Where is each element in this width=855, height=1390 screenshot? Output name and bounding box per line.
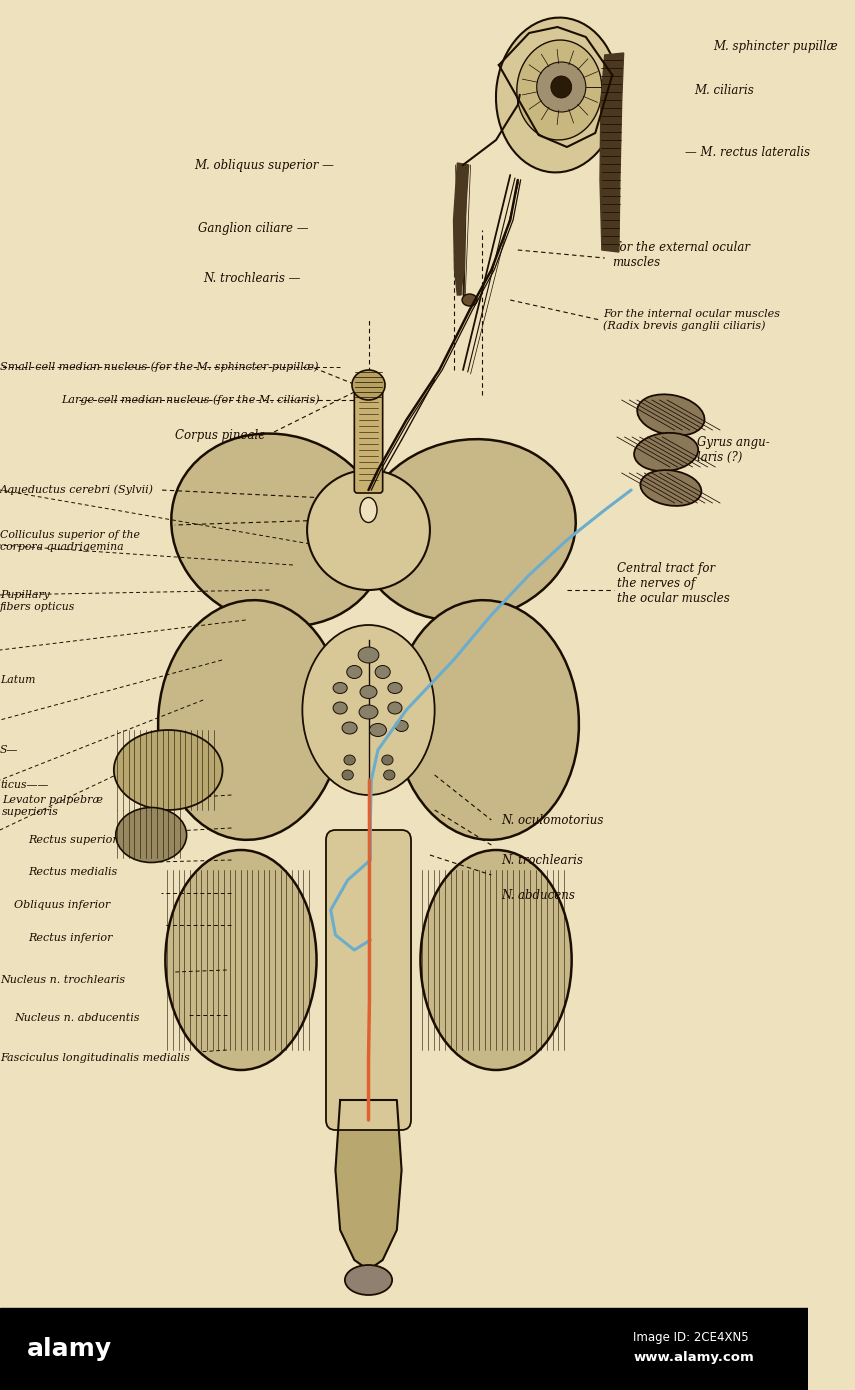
Ellipse shape [303, 626, 434, 795]
Ellipse shape [375, 666, 390, 678]
Ellipse shape [516, 40, 602, 140]
Text: Large cell median nucleus (for the M. ciliaris): Large cell median nucleus (for the M. ci… [62, 395, 320, 406]
Ellipse shape [345, 1265, 392, 1295]
Text: M. sphincter pupillæ: M. sphincter pupillæ [713, 39, 838, 53]
Ellipse shape [333, 702, 347, 714]
Ellipse shape [394, 600, 579, 840]
Polygon shape [453, 163, 469, 295]
Ellipse shape [421, 851, 572, 1070]
Text: — M. rectus lateralis: — M. rectus lateralis [685, 146, 810, 158]
Text: Gyrus angu-
laris (?): Gyrus angu- laris (?) [698, 436, 770, 464]
Text: Nucleus n. abducentis: Nucleus n. abducentis [15, 1013, 139, 1023]
Ellipse shape [352, 370, 385, 400]
Ellipse shape [358, 646, 379, 663]
Text: Fasciculus longitudinalis medialis: Fasciculus longitudinalis medialis [0, 1054, 190, 1063]
Ellipse shape [640, 470, 701, 506]
Ellipse shape [388, 682, 402, 694]
Ellipse shape [634, 432, 699, 471]
Text: Rectus inferior: Rectus inferior [28, 933, 113, 942]
Text: Obliquus inferior: Obliquus inferior [15, 899, 110, 910]
FancyBboxPatch shape [354, 386, 383, 493]
Text: N. abducens: N. abducens [501, 888, 575, 902]
Polygon shape [335, 1099, 402, 1270]
Text: Ganglion ciliare —: Ganglion ciliare — [198, 221, 309, 235]
Text: Colliculus superior of the
corpora quadrigemina: Colliculus superior of the corpora quadr… [0, 530, 140, 552]
Text: Rectus medialis: Rectus medialis [28, 867, 118, 877]
Text: Pupillary
fibers opticus: Pupillary fibers opticus [0, 589, 75, 612]
Text: S—: S— [0, 745, 18, 755]
Text: Small cell median nucleus (for the M. sphincter pupillæ): Small cell median nucleus (for the M. sp… [0, 361, 319, 373]
Text: Latum: Latum [0, 676, 36, 685]
Ellipse shape [114, 730, 222, 810]
Text: ticus——: ticus—— [0, 780, 49, 790]
Text: For the internal ocular muscles
(Radix brevis ganglii ciliaris): For the internal ocular muscles (Radix b… [603, 309, 780, 331]
Ellipse shape [384, 770, 395, 780]
Text: For the external ocular
muscles: For the external ocular muscles [612, 240, 751, 270]
Text: Image ID: 2CE4XN5: Image ID: 2CE4XN5 [633, 1330, 749, 1344]
Ellipse shape [381, 755, 393, 765]
Ellipse shape [359, 705, 378, 719]
Ellipse shape [307, 470, 430, 589]
Ellipse shape [637, 395, 705, 435]
Ellipse shape [115, 808, 186, 863]
FancyBboxPatch shape [326, 830, 411, 1130]
Text: N. trochlearis —: N. trochlearis — [203, 271, 300, 285]
Ellipse shape [551, 76, 572, 99]
Text: M. ciliaris: M. ciliaris [694, 83, 754, 96]
Bar [0, 1308, 808, 1390]
Ellipse shape [537, 63, 586, 113]
Ellipse shape [344, 755, 356, 765]
Ellipse shape [395, 720, 408, 731]
Ellipse shape [342, 721, 357, 734]
Ellipse shape [342, 770, 353, 780]
Text: N. trochlearis: N. trochlearis [501, 853, 582, 866]
Text: Aqueductus cerebri (Sylvii): Aqueductus cerebri (Sylvii) [0, 485, 154, 495]
Text: M. obliquus superior —: M. obliquus superior — [194, 158, 333, 171]
Ellipse shape [369, 724, 386, 737]
Ellipse shape [347, 666, 362, 678]
Ellipse shape [388, 702, 402, 714]
Ellipse shape [333, 682, 347, 694]
Text: alamy: alamy [27, 1337, 112, 1361]
Text: Nucleus n. trochlearis: Nucleus n. trochlearis [0, 974, 125, 986]
Ellipse shape [462, 295, 477, 306]
Text: Central tract for
the nerves of
the ocular muscles: Central tract for the nerves of the ocul… [617, 562, 730, 605]
Ellipse shape [171, 434, 386, 627]
Text: Corpus pineale: Corpus pineale [174, 428, 265, 442]
Polygon shape [600, 53, 623, 252]
Ellipse shape [360, 439, 575, 621]
Ellipse shape [165, 851, 316, 1070]
Ellipse shape [360, 685, 377, 699]
Text: Levator palpebræ
superioris: Levator palpebræ superioris [2, 795, 103, 816]
Text: Rectus superior: Rectus superior [28, 835, 118, 845]
Ellipse shape [496, 18, 619, 172]
Text: www.alamy.com: www.alamy.com [633, 1351, 754, 1364]
Text: N. oculomotorius: N. oculomotorius [501, 813, 603, 827]
Ellipse shape [158, 600, 343, 840]
Ellipse shape [360, 498, 377, 523]
